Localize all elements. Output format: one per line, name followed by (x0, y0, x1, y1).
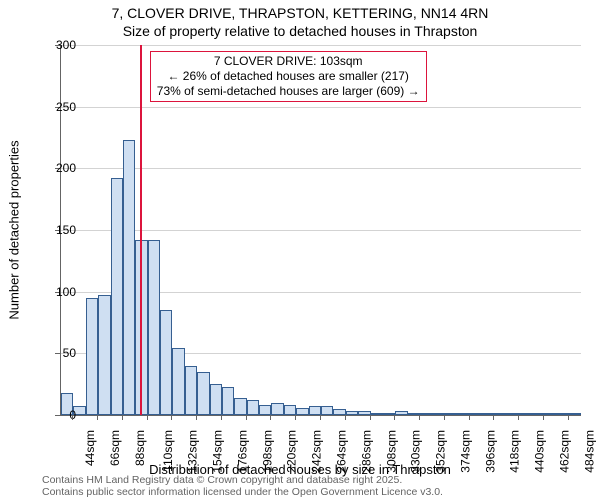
x-tick-mark (196, 415, 197, 420)
x-tick-mark (97, 415, 98, 420)
x-tick-label: 242sqm (310, 430, 324, 473)
x-tick-mark (147, 415, 148, 420)
x-tick-label: 418sqm (508, 430, 522, 473)
title-line-1: 7, CLOVER DRIVE, THRAPSTON, KETTERING, N… (0, 4, 600, 22)
histogram-bar (111, 178, 123, 415)
x-tick-label: 462sqm (557, 430, 571, 473)
histogram-bar (309, 406, 321, 415)
x-tick-mark (493, 415, 494, 420)
histogram-bar (222, 387, 234, 415)
y-tick-label: 300 (36, 38, 76, 52)
x-tick-mark (518, 415, 519, 420)
histogram-bar (86, 298, 98, 415)
x-tick-label: 66sqm (108, 430, 122, 466)
y-axis-label: Number of detached properties (7, 140, 22, 319)
histogram-bar (544, 413, 556, 415)
histogram-bar (371, 413, 383, 415)
histogram-bar (284, 405, 296, 415)
y-tick-label: 200 (36, 161, 76, 175)
x-tick-label: 88sqm (133, 430, 147, 466)
histogram-bar (259, 405, 271, 415)
histogram-bar (185, 366, 197, 415)
histogram-bar (494, 413, 506, 415)
histogram-bar (197, 372, 209, 415)
x-tick-mark (345, 415, 346, 420)
histogram-bar (519, 413, 531, 415)
x-tick-mark (221, 415, 222, 420)
x-tick-label: 44sqm (83, 430, 97, 466)
x-tick-label: 440sqm (532, 430, 546, 473)
footer-line-2: Contains public sector information licen… (42, 486, 443, 498)
x-tick-mark (543, 415, 544, 420)
x-tick-mark (72, 415, 73, 420)
x-tick-label: 220sqm (285, 430, 299, 473)
x-tick-label: 110sqm (161, 430, 175, 472)
histogram-bar (271, 403, 283, 415)
x-tick-label: 352sqm (433, 430, 447, 473)
x-tick-label: 374sqm (458, 430, 472, 473)
y-tick-label: 250 (36, 100, 76, 114)
x-tick-label: 330sqm (409, 430, 423, 473)
histogram-bar (172, 348, 184, 415)
x-tick-label: 176sqm (235, 430, 249, 473)
y-tick-label: 150 (36, 223, 76, 237)
x-tick-mark (246, 415, 247, 420)
x-tick-label: 286sqm (359, 430, 373, 473)
x-tick-label: 396sqm (483, 430, 497, 473)
x-tick-label: 264sqm (334, 430, 348, 473)
footer-line-1: Contains HM Land Registry data © Crown c… (42, 474, 443, 486)
x-tick-label: 154sqm (211, 430, 225, 473)
x-tick-mark (295, 415, 296, 420)
histogram-bar (346, 411, 358, 415)
x-tick-label: 132sqm (186, 430, 200, 473)
histogram-bar (234, 398, 246, 415)
attribution-footer: Contains HM Land Registry data © Crown c… (42, 474, 443, 498)
y-tick-label: 100 (36, 285, 76, 299)
x-tick-label: 198sqm (260, 430, 274, 473)
histogram-bar (296, 408, 308, 415)
histogram-bar (148, 240, 160, 415)
histogram-bar (247, 400, 259, 415)
histogram-bar (395, 411, 407, 415)
x-tick-mark (444, 415, 445, 420)
x-tick-mark (469, 415, 470, 420)
histogram-bar (470, 413, 482, 415)
x-tick-mark (171, 415, 172, 420)
title-line-2: Size of property relative to detached ho… (0, 22, 600, 40)
plot-area: 7 CLOVER DRIVE: 103sqm← 26% of detached … (60, 45, 581, 416)
histogram-bar (210, 384, 222, 415)
x-tick-mark (122, 415, 123, 420)
chart-title: 7, CLOVER DRIVE, THRAPSTON, KETTERING, N… (0, 4, 600, 40)
reference-line (140, 45, 142, 415)
annotation-box: 7 CLOVER DRIVE: 103sqm← 26% of detached … (150, 51, 427, 102)
histogram-bar (569, 413, 581, 415)
x-tick-mark (320, 415, 321, 420)
x-tick-label: 484sqm (582, 430, 596, 473)
x-tick-mark (270, 415, 271, 420)
x-tick-mark (419, 415, 420, 420)
annotation-line: ← 26% of detached houses are smaller (21… (157, 69, 420, 84)
annotation-line: 7 CLOVER DRIVE: 103sqm (157, 54, 420, 69)
x-tick-label: 308sqm (384, 430, 398, 473)
histogram-bar (98, 295, 110, 415)
histogram-bar (160, 310, 172, 415)
y-tick-label: 50 (36, 346, 76, 360)
x-tick-mark (568, 415, 569, 420)
x-tick-mark (370, 415, 371, 420)
histogram-bar (420, 413, 432, 415)
chart-container: 7, CLOVER DRIVE, THRAPSTON, KETTERING, N… (0, 0, 600, 500)
histogram-bar (123, 140, 135, 415)
histogram-bar (321, 406, 333, 415)
annotation-line: 73% of semi-detached houses are larger (… (157, 84, 420, 99)
y-tick-label: 0 (36, 408, 76, 422)
histogram-bar (445, 413, 457, 415)
x-tick-mark (394, 415, 395, 420)
